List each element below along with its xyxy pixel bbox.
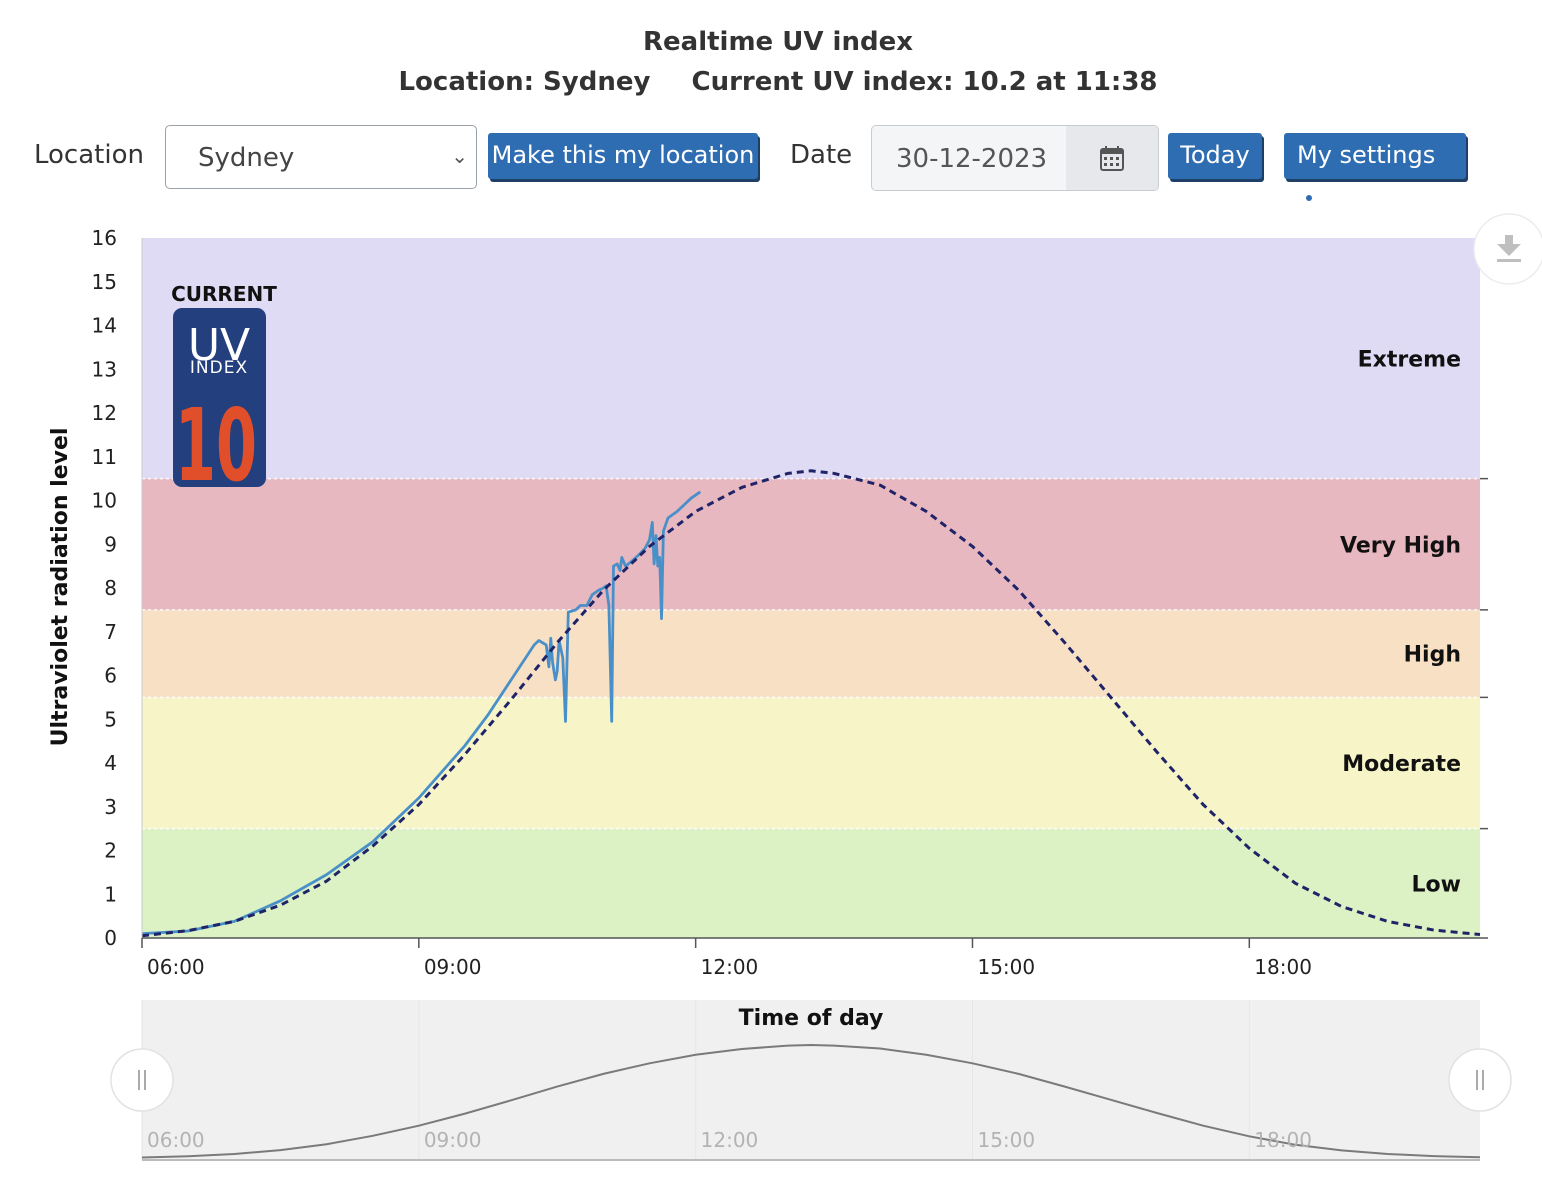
y-tick-label: 13 [92, 357, 117, 381]
band-label-extreme: Extreme [1358, 347, 1461, 372]
x-tick-label: 15:00 [977, 955, 1035, 979]
navigator-series-line [141, 1043, 1481, 1159]
location-summary: Location: Sydney [398, 67, 651, 97]
gear-icon [1298, 187, 1320, 209]
badge-heading: CURRENT [171, 282, 277, 306]
y-tick-label: 2 [104, 839, 117, 863]
navigator-tick-label: 12:00 [701, 1128, 759, 1152]
location-select[interactable]: Sydney ⌄ [165, 125, 477, 189]
navigator-background [142, 1000, 1480, 1160]
x-axis-title: Time of day [739, 1006, 884, 1031]
calendar-icon [1100, 146, 1124, 171]
date-field-value: 30-12-2023 [896, 144, 1048, 174]
date-label: Date [790, 140, 853, 170]
page-subtitle: Location: Sydney Current UV index: 10.2 … [0, 67, 1542, 97]
band-label-very-high: Very High [1340, 533, 1461, 558]
badge-uv: UV [188, 320, 250, 371]
chevron-down-icon: ⌄ [451, 144, 468, 168]
y-tick-label: 14 [92, 314, 117, 338]
grip-icon [138, 1070, 146, 1090]
download-icon [1497, 235, 1521, 262]
date-field[interactable]: 30-12-2023 [871, 125, 1159, 191]
download-button[interactable] [1473, 213, 1542, 285]
y-tick-label: 16 [92, 226, 117, 250]
y-tick-label: 12 [92, 401, 117, 425]
y-tick-label: 5 [104, 707, 117, 731]
y-tick-label: 4 [104, 751, 117, 775]
settings-button-label: My settings [1297, 141, 1436, 169]
y-tick-label: 7 [104, 620, 117, 644]
x-tick-label: 18:00 [1254, 955, 1312, 979]
band-very-high [142, 478, 1480, 610]
calendar-button[interactable] [1066, 126, 1158, 190]
band-low [142, 828, 1480, 938]
navigator-tick-label: 15:00 [977, 1128, 1035, 1152]
y-tick-label: 15 [92, 270, 117, 294]
band-high [142, 609, 1480, 698]
grip-icon [1476, 1070, 1484, 1090]
y-tick-label: 3 [104, 795, 117, 819]
band-moderate [142, 697, 1480, 829]
navigator[interactable]: Time of day 06:00 09:00 12:00 15:00 18:00 [110, 1000, 1512, 1161]
x-tick-label: 06:00 [147, 955, 205, 979]
y-axis-title: Ultraviolet radiation level [48, 428, 73, 747]
badge-value: 10 [175, 387, 257, 504]
y-tick-label: 8 [104, 576, 117, 600]
navigator-tick-label: 18:00 [1254, 1128, 1312, 1152]
series-group [141, 469, 1481, 938]
navigator-handle-right[interactable] [1448, 1048, 1512, 1112]
location-select-value: Sydney [198, 143, 295, 173]
navigator-handle-left[interactable] [110, 1048, 174, 1112]
band-label-high: High [1404, 643, 1461, 668]
risk-band-labels: Low Moderate High Very High Extreme [1340, 347, 1461, 897]
forecast-series-line [141, 469, 1481, 938]
y-tick-label: 1 [104, 882, 117, 906]
measured-series-line [141, 490, 702, 935]
y-tick-label: 6 [104, 664, 117, 688]
band-label-low: Low [1412, 872, 1461, 897]
badge-index: INDEX [190, 358, 248, 378]
page-title: Realtime UV index [643, 27, 913, 57]
navigator-tick-label: 09:00 [424, 1128, 482, 1152]
today-button[interactable]: Today [1168, 133, 1262, 179]
risk-bands [142, 238, 1480, 938]
badge-panel [173, 308, 266, 487]
y-tick-label: 0 [104, 926, 117, 950]
uv-index-badge: CURRENT UV INDEX 10 [171, 282, 277, 504]
x-tick-label: 09:00 [424, 955, 482, 979]
navigator-tick-label: 06:00 [147, 1128, 205, 1152]
x-tick-label: 12:00 [701, 955, 759, 979]
y-tick-label: 10 [92, 489, 117, 513]
make-location-button[interactable]: Make this my location [488, 133, 758, 179]
location-label: Location [34, 140, 144, 170]
y-tick-label: 9 [104, 532, 117, 556]
y-tick-label: 11 [92, 445, 117, 469]
x-axis: 06:00 09:00 12:00 15:00 18:00 [141, 937, 1488, 979]
current-uv-summary: Current UV index: 10.2 at 11:38 [691, 67, 1158, 97]
band-extreme [142, 238, 1480, 479]
band-label-moderate: Moderate [1342, 752, 1461, 777]
settings-button[interactable]: My settings [1284, 133, 1466, 209]
